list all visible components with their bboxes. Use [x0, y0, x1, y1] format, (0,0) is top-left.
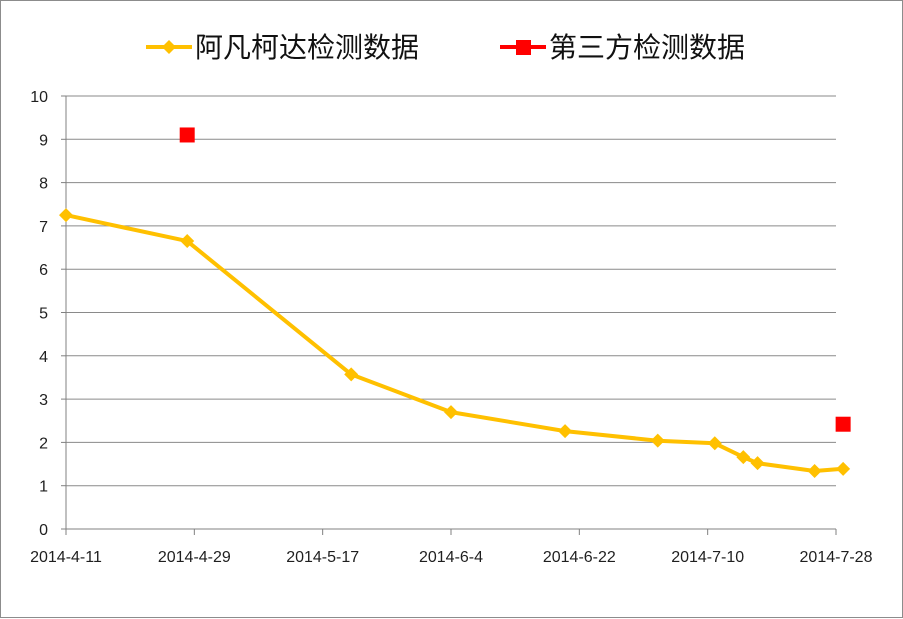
legend-marker-series-2 [516, 40, 531, 55]
y-tick-label-5: 5 [39, 306, 48, 323]
y-tick-label-9: 9 [39, 132, 48, 149]
y-tick-label-0: 0 [39, 522, 48, 539]
y-tick-label-6: 6 [39, 262, 48, 279]
y-tick-label-4: 4 [39, 349, 48, 366]
y-axis-tick-labels: 0 1 2 3 4 5 6 7 8 9 10 [30, 89, 66, 539]
series-2-point-1 [835, 416, 851, 432]
legend-item-series-2: 第三方检测数据 [500, 31, 745, 64]
x-tick-label-2: 2014-5-17 [286, 549, 359, 566]
series-1-point-4 [558, 424, 573, 439]
series-1-point-6 [707, 436, 722, 451]
x-tick-label-5: 2014-7-10 [671, 549, 744, 566]
series-1-point-5 [650, 433, 665, 448]
series-1 [59, 208, 851, 478]
series-2 [179, 127, 851, 432]
x-tick-label-3: 2014-6-4 [419, 549, 483, 566]
y-tick-label-8: 8 [39, 176, 48, 193]
y-tick-label-2: 2 [39, 435, 48, 452]
series-1-point-3 [444, 405, 458, 420]
x-tick-label-0: 2014-4-11 [30, 549, 102, 566]
series-1-point-7 [736, 450, 751, 465]
y-tick-label-1: 1 [39, 479, 48, 496]
y-tick-label-3: 3 [39, 392, 48, 409]
x-tick-label-4: 2014-6-22 [543, 549, 616, 566]
legend: 阿凡柯达检测数据 第三方检测数据 [146, 31, 745, 64]
series-1-point-10 [836, 461, 851, 476]
series-1-line [64, 213, 846, 473]
series-1-point-0 [59, 208, 73, 223]
series-2-point-0 [179, 127, 195, 143]
gridlines [66, 95, 836, 487]
legend-marker-series-1 [162, 40, 176, 54]
legend-item-series-1: 阿凡柯达检测数据 [146, 31, 419, 64]
legend-label-series-1: 阿凡柯达检测数据 [195, 31, 419, 64]
series-1-point-1 [180, 234, 195, 249]
x-axis-tick-labels: 2014-4-11 2014-4-29 2014-5-17 2014-6-4 2014-… [30, 529, 873, 566]
y-tick-label-10: 10 [30, 89, 48, 106]
y-tick-label-7: 7 [39, 219, 48, 236]
series [59, 127, 851, 478]
x-tick-label-1: 2014-4-29 [158, 549, 231, 566]
series-1-point-8 [750, 456, 765, 471]
series-1-point-9 [807, 463, 822, 478]
legend-label-series-2: 第三方检测数据 [549, 31, 745, 64]
x-tick-label-6: 2014-7-28 [800, 549, 873, 566]
series-1-point-2 [344, 367, 359, 382]
